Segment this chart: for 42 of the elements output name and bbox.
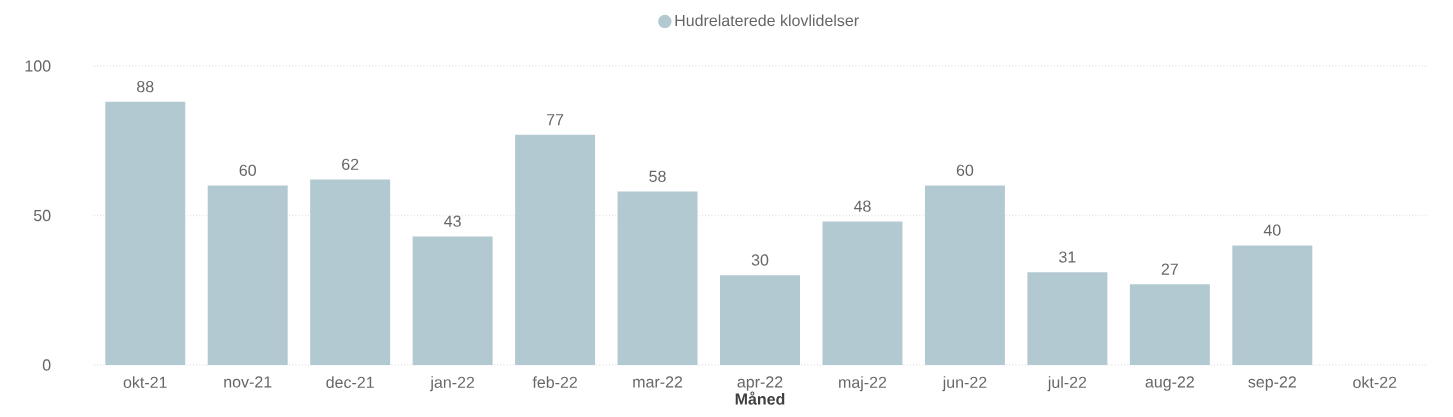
x-tick-label: okt-21 [123, 376, 167, 389]
bar [515, 134, 596, 365]
bar [1129, 284, 1210, 365]
x-tick-label: jun-22 [942, 376, 987, 392]
y-tick-label: 50 [33, 209, 51, 222]
x-tick-label: apr-22 [737, 376, 783, 391]
bar [822, 221, 903, 365]
bar [924, 185, 1005, 365]
x-tick-label: mar-22 [633, 376, 683, 388]
x-tick-label: nov-21 [224, 376, 272, 388]
data-label: 43 [444, 215, 461, 227]
x-tick-label: feb-22 [532, 376, 577, 389]
data-label: 48 [853, 200, 871, 212]
data-label: 62 [342, 158, 359, 170]
x-tick-label: okt-22 [1353, 376, 1397, 389]
bar [412, 236, 493, 365]
x-tick-label: sep-22 [1248, 376, 1296, 391]
y-tick-label: 0 [42, 359, 51, 371]
y-tick-label: 100 [25, 60, 51, 72]
bar [1027, 272, 1108, 365]
data-label: 60 [956, 164, 974, 176]
x-tick-label: maj-22 [839, 376, 887, 392]
x-tick-label: aug-22 [1145, 376, 1194, 391]
x-axis-title: Måned [735, 391, 785, 405]
data-label: 40 [1263, 224, 1281, 236]
bar [310, 179, 391, 365]
bar [720, 275, 801, 365]
bar [1232, 245, 1313, 365]
data-label: 60 [239, 164, 256, 176]
legend-label: Hudrelaterede klovlidelser [675, 14, 859, 27]
bar [105, 101, 186, 365]
data-label: 31 [1059, 251, 1076, 263]
bar [207, 185, 288, 365]
data-label: 58 [649, 170, 666, 182]
data-label: 88 [137, 80, 154, 93]
data-label: 77 [547, 114, 564, 126]
x-tick-label: jan-22 [429, 376, 475, 392]
data-label: 30 [751, 254, 769, 266]
x-tick-label: jul-22 [1047, 376, 1087, 392]
data-label: 27 [1161, 263, 1178, 275]
x-tick-label: dec-21 [326, 376, 374, 389]
bar [617, 191, 698, 365]
